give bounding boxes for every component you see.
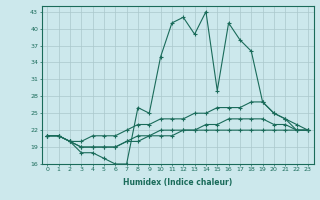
X-axis label: Humidex (Indice chaleur): Humidex (Indice chaleur) bbox=[123, 178, 232, 187]
